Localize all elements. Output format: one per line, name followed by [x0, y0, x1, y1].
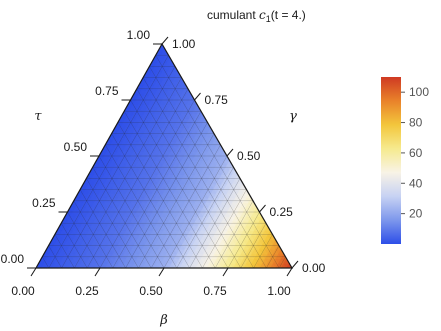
right-tick-label: 1.00 [172, 37, 196, 51]
grid-line [67, 211, 101, 269]
colorbar-tick-label: 40 [409, 176, 423, 190]
bottom-tick-label: 0.75 [203, 284, 227, 298]
grid-line [60, 223, 88, 269]
grid-line [92, 167, 152, 269]
colorbar-tick-label: 100 [409, 85, 429, 99]
right-tick [259, 204, 266, 213]
grid-line [79, 189, 126, 269]
chart-title: cumulant c1(t = 4.) [207, 8, 306, 24]
grid-line [155, 55, 280, 269]
bottom-tick-label: 1.00 [267, 284, 291, 298]
left-tick-label: 0.25 [32, 196, 56, 210]
grid-line [214, 200, 254, 269]
grid-line [149, 66, 267, 269]
grid-line [123, 111, 216, 269]
right-tick-label: 0.25 [270, 205, 294, 219]
right-tick-label: 0.00 [302, 261, 326, 275]
grid-line [99, 99, 195, 269]
grid-line [227, 211, 260, 269]
bottom-tick [94, 267, 101, 277]
grid-line [112, 111, 202, 269]
bottom-tick [30, 267, 37, 277]
left-tick-label: 0.75 [95, 84, 119, 98]
bottom-tick [286, 267, 293, 277]
left-tick-label: 1.00 [127, 28, 151, 42]
grid-line [176, 167, 234, 269]
grid-line [54, 234, 75, 269]
grid-line [86, 88, 189, 269]
colorbar-tick-label: 80 [409, 116, 423, 130]
grid-line [150, 144, 221, 269]
grid-line [278, 256, 286, 269]
bottom-tick-label: 0.50 [139, 284, 163, 298]
colorbar-tick-label: 60 [409, 146, 423, 160]
grid-line [61, 66, 176, 269]
axis-ticks: 0.00 0.25 0.50 0.75 1.00 0.00 0.25 0.50 0.75 1.00… [1, 28, 326, 298]
colorbar-tick-label: 20 [409, 207, 423, 221]
grid-line [74, 77, 182, 269]
grid-line [253, 234, 273, 269]
grid-line [117, 122, 203, 269]
grid-line [142, 77, 254, 269]
grid-line [138, 133, 215, 269]
grid-line [105, 144, 178, 269]
right-tick [291, 260, 299, 269]
grid-line [125, 122, 208, 269]
colorbar: 20 40 60 80 100 [381, 77, 429, 244]
right-tick [226, 148, 234, 157]
ternary-grid [42, 54, 286, 269]
grid-line [86, 178, 139, 269]
left-tick-label: 0.00 [1, 252, 25, 266]
left-tick-label: 0.50 [64, 140, 88, 154]
bottom-axis-label: β [159, 313, 168, 328]
bottom-tick [222, 267, 229, 277]
grid-line [240, 223, 267, 269]
grid-line [98, 155, 165, 269]
right-axis-label: γ [289, 109, 297, 124]
right-tick [161, 36, 169, 45]
left-axis-label: τ [34, 109, 42, 124]
bottom-tick [158, 267, 165, 277]
right-tick-label: 0.75 [205, 93, 229, 107]
grid-line [48, 55, 169, 269]
right-tick-label: 0.50 [237, 149, 261, 163]
grid-line [266, 245, 280, 269]
grid-line [73, 200, 114, 269]
grid-line [202, 189, 247, 269]
bottom-tick-label: 0.25 [75, 284, 99, 298]
grid-line [48, 245, 62, 269]
grid-line [111, 133, 190, 269]
grid-line [189, 178, 241, 269]
colorbar-gradient [381, 77, 401, 244]
grid-line [42, 256, 50, 269]
right-tick [194, 92, 201, 101]
grid-line [130, 99, 229, 269]
bottom-tick-label: 0.00 [11, 284, 35, 298]
grid-line [163, 155, 228, 269]
grid-line [136, 88, 242, 269]
